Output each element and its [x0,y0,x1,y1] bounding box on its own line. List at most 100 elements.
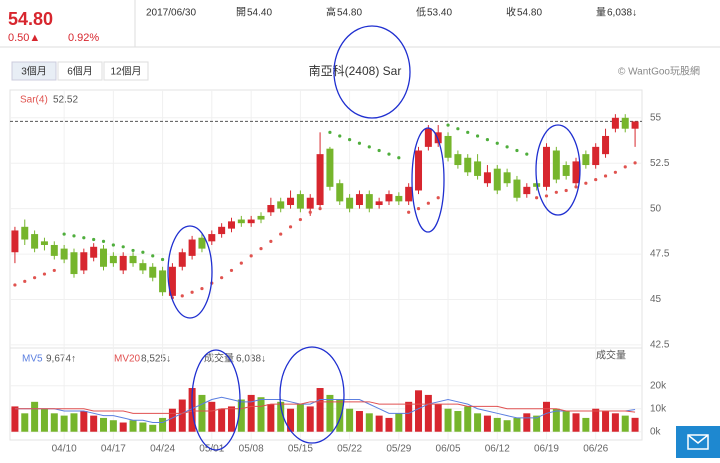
y-tick-label: 47.5 [650,249,670,260]
sar-dot [613,170,617,174]
mail-icon[interactable] [687,434,709,444]
sar-label: Sar(4) [20,95,48,106]
volume-bar [287,408,295,432]
sar-dot [121,245,125,249]
sar-dot [603,174,608,178]
high: 54.80 [337,8,362,19]
sar-dot [436,196,440,200]
volume-bar [513,417,521,432]
sar-dot [92,237,96,242]
volume-bar [159,417,167,432]
sar-dot [62,232,66,236]
range-button-label[interactable]: 12個月 [110,65,141,78]
volume-bar [336,399,344,432]
volume-bar [611,413,619,432]
sar-dot [515,148,519,153]
sar-dot [308,210,312,214]
candle-body [208,234,216,242]
mail-button[interactable] [676,426,720,458]
open-label: 開 [236,7,246,19]
sar-dot [407,210,411,214]
sar-dot [131,248,135,253]
volume-bar [267,404,275,432]
range-button-label[interactable]: 6個月 [67,65,93,78]
candle-body [247,219,255,224]
volume-title: 成交量 [596,349,626,362]
sar-dot [554,190,558,194]
y-tick-label: 42.5 [650,340,670,351]
volume-ma-line [14,396,636,424]
range-button-label[interactable]: 3個月 [21,65,47,78]
volume-bar [139,422,147,432]
sar-value: 52.52 [53,95,78,106]
range-buttons: 3個月 6個月 12個月 [11,61,149,81]
candle-body [542,146,550,187]
volume-bar [533,415,541,432]
range-button[interactable] [11,61,57,81]
sar-dot [239,261,243,265]
candle-body [454,154,462,166]
volume-bar [326,394,334,432]
volume-bar [109,420,117,432]
sar-dot [33,276,37,280]
volume-bar [31,401,39,432]
candle-body [50,244,58,256]
sar-dot [160,257,165,262]
volume-bar [493,417,501,432]
candle-body [355,194,363,206]
sar-dot [505,145,509,149]
candle-body [444,135,452,158]
volume-bar [50,413,58,432]
candle-body [513,179,521,198]
sar-dot [357,141,362,145]
candle-body [582,154,590,166]
sar-dot [101,239,106,243]
low: 53.40 [427,8,452,19]
candle-body [365,194,373,209]
annotation-circle [167,225,213,319]
open: 54.40 [247,8,272,19]
volume-bar [483,415,491,432]
range-button[interactable] [57,61,103,81]
y-tick-label: 50 [650,203,662,214]
candle-body [90,246,98,258]
mail-icon[interactable] [687,434,709,450]
sar-dot [13,283,17,287]
candle-body [60,248,68,260]
candle-body [493,168,501,191]
volume-bar [602,411,610,432]
sar-dot [279,232,283,236]
candle-body [296,194,304,209]
date: 2017/06/30 [146,8,196,19]
volume-bar [277,401,285,432]
sar-dot [535,196,539,200]
candle-body [602,135,610,155]
volume-bar [592,408,600,432]
sar-dot [584,181,588,185]
sar-dot [377,148,381,153]
x-tick-label: 05/08 [239,444,264,455]
sar-dot [475,134,480,138]
sar-dot [564,188,568,193]
volume-bar [552,408,560,432]
candle-body [287,197,295,206]
volume-bar [296,404,304,432]
mv20-value: 8,525↓ [141,354,171,365]
volume-bar [80,411,88,432]
volume-tick-label: 20k [650,380,667,391]
sar-dot [249,254,253,258]
sar-dot [466,130,470,134]
sar-dot [574,185,578,189]
annotation-circle [333,25,411,119]
candle-body [562,165,570,176]
volume-bar [444,408,452,432]
volume-bar [100,417,108,432]
volume-bar [415,390,423,432]
candle-body [523,186,531,195]
marks: 42.5 45 47.5 50 52.5 55 0k 10k 20k 04/10 04/17 04/2… [10,90,670,455]
volume-bar [11,406,19,432]
range-button[interactable] [103,61,149,81]
candle-body [592,146,600,166]
high-label: 高 [326,6,336,19]
